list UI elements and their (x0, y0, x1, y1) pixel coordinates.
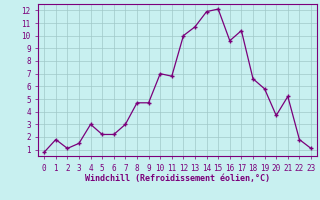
X-axis label: Windchill (Refroidissement éolien,°C): Windchill (Refroidissement éolien,°C) (85, 174, 270, 183)
